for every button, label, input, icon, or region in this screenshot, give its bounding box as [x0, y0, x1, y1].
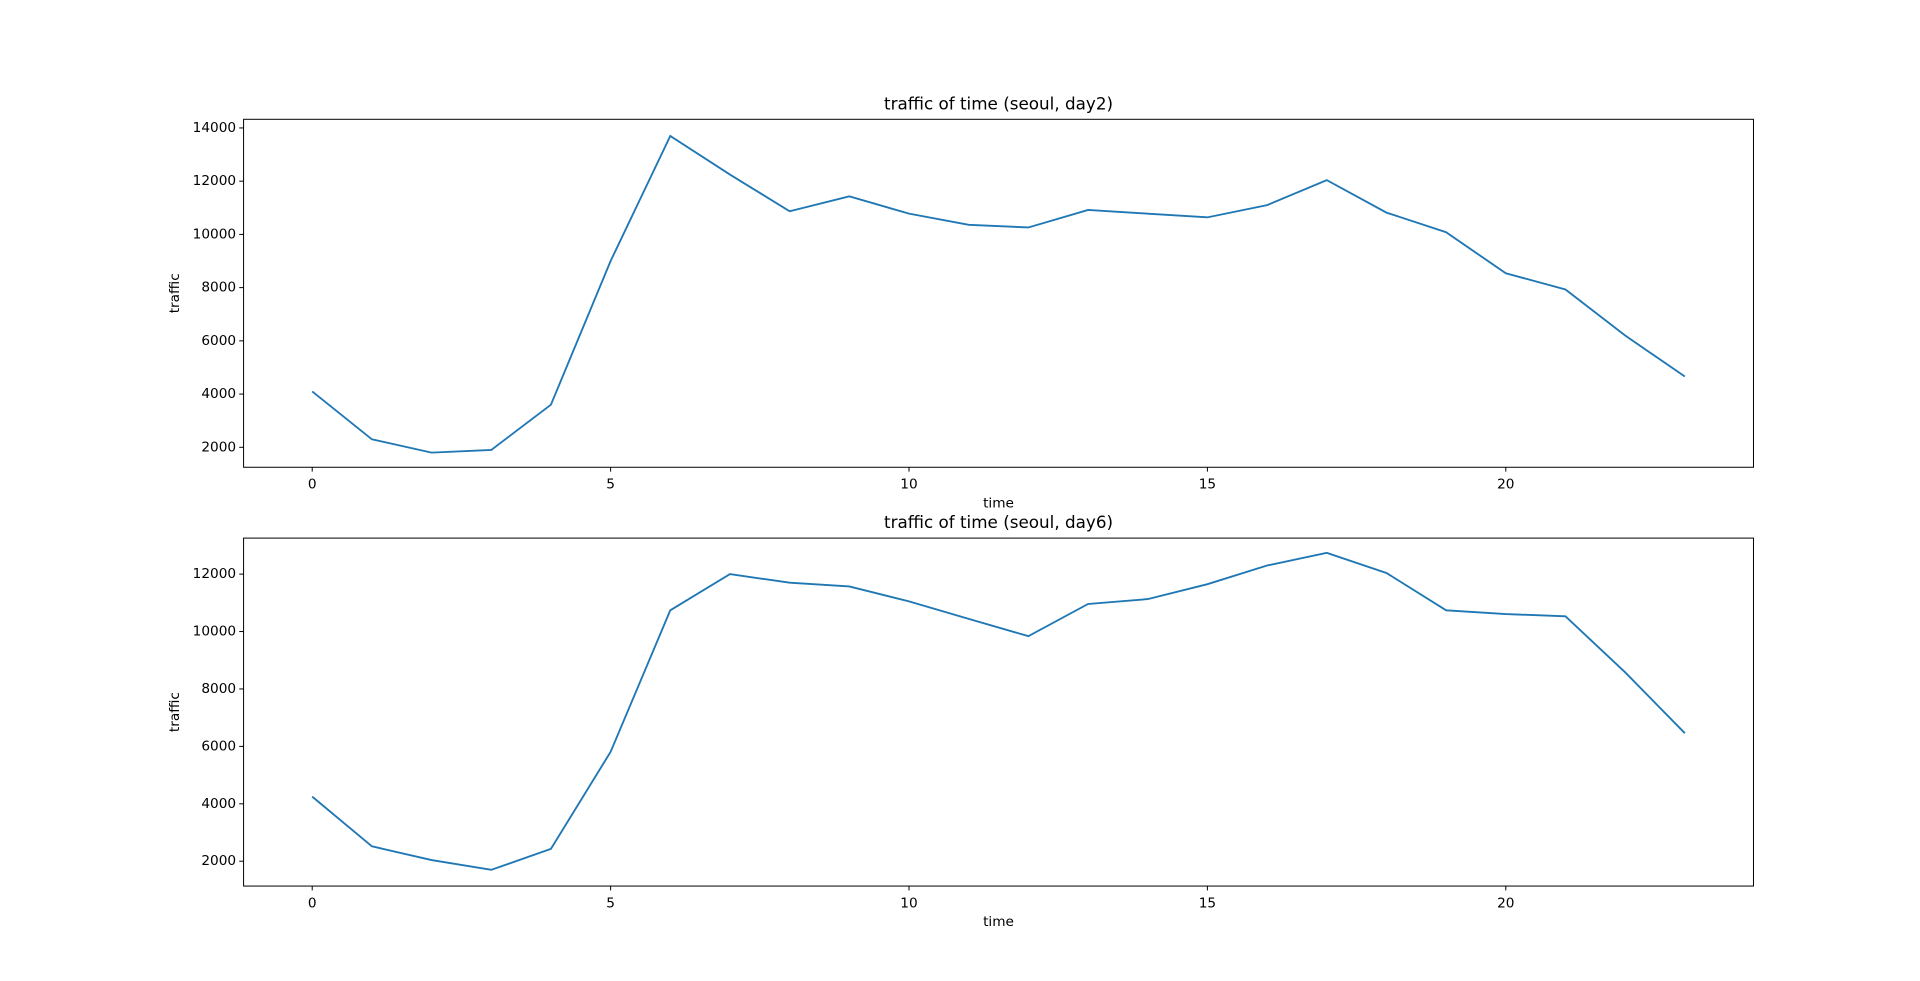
chart-title: traffic of time (seoul, day2): [884, 93, 1113, 113]
x-tick-label: 10: [900, 477, 917, 493]
x-tick-label: 20: [1497, 895, 1514, 911]
y-tick-label: 2000: [201, 439, 236, 455]
x-tick-label: 5: [606, 477, 615, 493]
x-tick-label: 10: [900, 895, 917, 911]
x-tick-label: 0: [308, 477, 317, 493]
y-tick-label: 6000: [201, 333, 236, 349]
chart-title: traffic of time (seoul, day6): [884, 512, 1113, 532]
x-tick-label: 0: [308, 895, 317, 911]
data-line: [311, 134, 1686, 454]
y-tick-label: 10000: [193, 226, 236, 242]
axes-frame: [243, 118, 1754, 468]
x-tick-label: 15: [1199, 477, 1216, 493]
y-tick-label: 4000: [201, 386, 236, 402]
y-tick-label: 8000: [201, 280, 236, 296]
y-axis-label: traffic: [167, 692, 183, 732]
data-line: [311, 551, 1686, 871]
y-tick-label: 8000: [201, 681, 236, 697]
y-tick-label: 12000: [193, 173, 236, 189]
y-tick-label: 4000: [201, 796, 236, 812]
x-axis-label: time: [983, 495, 1014, 511]
y-tick-label: 12000: [193, 566, 236, 582]
x-tick-label: 20: [1497, 477, 1514, 493]
x-tick-label: 5: [606, 895, 615, 911]
y-tick-label: 2000: [201, 853, 236, 869]
x-axis-label: time: [983, 914, 1014, 930]
y-tick-label: 10000: [193, 624, 236, 640]
x-tick-label: 15: [1199, 895, 1216, 911]
y-tick-label: 14000: [193, 120, 236, 136]
y-axis-label: traffic: [167, 273, 183, 313]
y-tick-label: 6000: [201, 738, 236, 754]
axes-frame: [243, 537, 1754, 887]
